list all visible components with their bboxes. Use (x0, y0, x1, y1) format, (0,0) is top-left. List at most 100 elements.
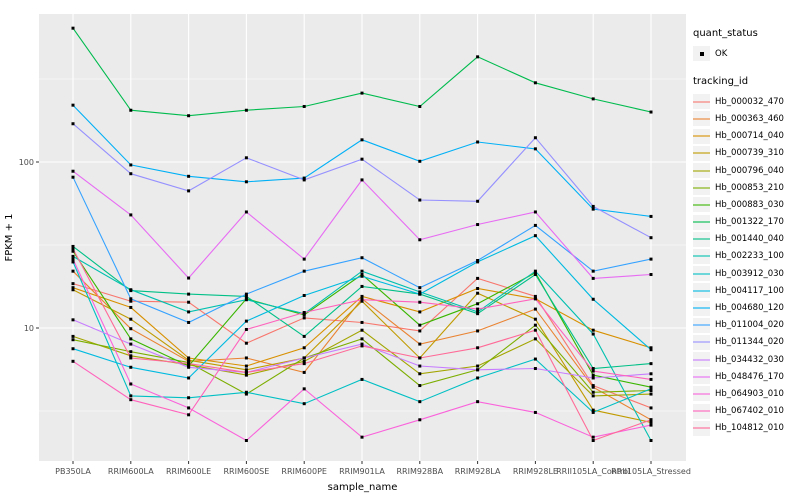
data-point (591, 384, 595, 388)
legend-key-line-icon (693, 420, 710, 436)
data-point (187, 320, 191, 324)
data-point (71, 334, 75, 338)
data-point (360, 320, 364, 324)
data-point (360, 342, 364, 346)
data-point (476, 302, 480, 306)
data-point (360, 138, 364, 142)
data-point (533, 317, 537, 321)
legend-item-label: Hb_004117_100 (715, 285, 784, 296)
data-point (591, 439, 595, 443)
data-point (187, 362, 191, 366)
data-point (302, 257, 306, 261)
data-point (302, 176, 306, 180)
data-point (360, 328, 364, 332)
legend-item-Hb_000032_470: Hb_000032_470 (693, 93, 799, 110)
data-point (591, 410, 595, 414)
data-point (129, 337, 133, 341)
legend-item-label: Hb_004680_120 (715, 303, 784, 314)
data-point (533, 271, 537, 275)
data-point (71, 26, 75, 30)
legend-item-label: Hb_000853_210 (715, 182, 784, 193)
legend-line-swatch (693, 152, 710, 155)
data-point (533, 297, 537, 301)
data-point (649, 362, 653, 366)
data-point (244, 364, 248, 368)
data-point (533, 367, 537, 371)
data-point (360, 377, 364, 381)
x-tick-label: RRIM600PE (281, 467, 327, 476)
data-point (71, 338, 75, 342)
legend-key-line-icon (693, 386, 710, 402)
legend-title-quant-status: quant_status (693, 28, 758, 39)
legend-item-label: Hb_034432_030 (715, 354, 784, 365)
data-point (71, 288, 75, 292)
legend-key-line-icon (693, 283, 710, 299)
data-point (71, 359, 75, 363)
data-point (418, 329, 422, 333)
legend-line-swatch (693, 135, 710, 138)
data-point (360, 269, 364, 273)
data-point (187, 376, 191, 380)
data-point (71, 269, 75, 273)
data-point (649, 439, 653, 443)
data-point (533, 337, 537, 341)
point-icon (699, 51, 704, 56)
data-point (129, 398, 133, 402)
data-point (591, 97, 595, 101)
legend-item-Hb_001322_170: Hb_001322_170 (693, 214, 799, 231)
data-point (360, 435, 364, 439)
legend-line-swatch (693, 324, 710, 327)
data-point (533, 147, 537, 151)
data-point (360, 178, 364, 182)
data-point (649, 372, 653, 376)
data-point (591, 328, 595, 332)
legend: quant_status OK tracking_id Hb_000032_47… (693, 28, 799, 437)
legend-key-line-icon (693, 369, 710, 385)
legend-line-swatch (693, 392, 710, 395)
data-point (187, 300, 191, 304)
data-point (476, 376, 480, 380)
legend-item-Hb_000714_040: Hb_000714_040 (693, 128, 799, 145)
data-point (591, 367, 595, 371)
data-point (418, 372, 422, 376)
data-point (649, 385, 653, 389)
legend-key-line-icon (693, 111, 710, 127)
data-point (418, 384, 422, 388)
data-point (302, 370, 306, 374)
data-point (418, 323, 422, 327)
y-axis-title: FPKM + 1 (4, 213, 15, 261)
data-point (302, 293, 306, 297)
data-point (649, 418, 653, 422)
data-point (129, 288, 133, 292)
data-point (360, 274, 364, 278)
legend-key-line-icon (693, 300, 710, 316)
legend-item-label: Hb_000363_460 (715, 113, 784, 124)
data-point (533, 234, 537, 238)
data-point (129, 305, 133, 309)
legend-item-label: OK (715, 48, 728, 59)
data-point (360, 298, 364, 302)
data-point (533, 223, 537, 227)
data-point (71, 282, 75, 286)
data-point (591, 204, 595, 208)
data-point (649, 377, 653, 381)
legend-key-line-icon (693, 334, 710, 350)
data-point (649, 273, 653, 277)
tracking-id-legend-list: Hb_000032_470 Hb_000363_460 Hb_000714_040 H… (693, 93, 799, 437)
data-point (418, 292, 422, 296)
data-point (129, 356, 133, 360)
data-point (244, 368, 248, 372)
data-point (418, 286, 422, 290)
data-point (418, 356, 422, 360)
data-point (533, 410, 537, 414)
legend-item-label: Hb_011344_020 (715, 337, 784, 348)
data-point (591, 373, 595, 377)
legend-item-label: Hb_001440_040 (715, 234, 784, 245)
data-point (129, 172, 133, 176)
data-point (649, 110, 653, 114)
legend-item-label: Hb_000714_040 (715, 131, 784, 142)
data-point (533, 273, 537, 277)
legend-item-label: Hb_011004_020 (715, 320, 784, 331)
data-point (476, 346, 480, 350)
legend-line-swatch (693, 427, 710, 430)
